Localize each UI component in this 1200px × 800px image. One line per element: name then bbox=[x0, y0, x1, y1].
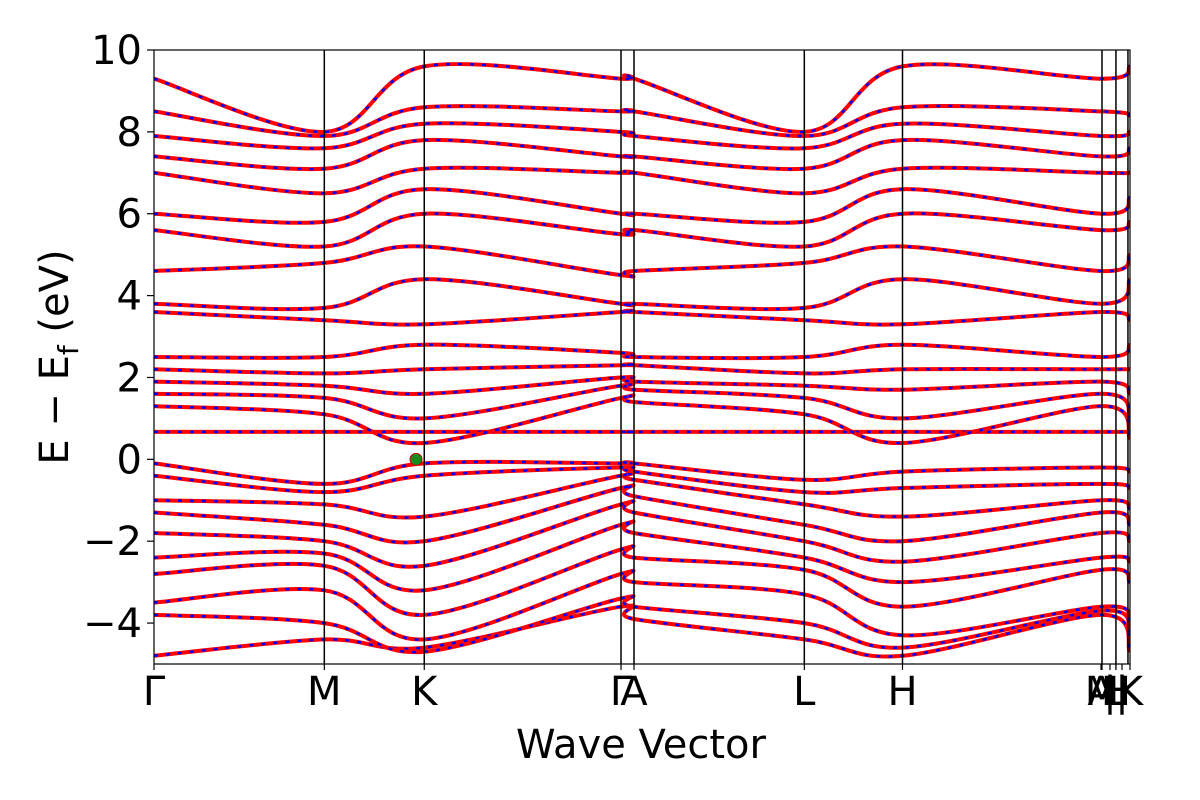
band-line-blue-dashed bbox=[154, 309, 1130, 326]
band-line-blue-dashed bbox=[154, 245, 1130, 278]
band-line-blue-dashed bbox=[154, 394, 1130, 445]
band-7 bbox=[154, 471, 1130, 520]
band-21 bbox=[154, 165, 1130, 196]
y-tick-label: −2 bbox=[83, 519, 142, 565]
x-tick-label: H bbox=[1101, 669, 1131, 715]
x-tick-label: L bbox=[793, 669, 816, 715]
plot-frame bbox=[153, 49, 1131, 665]
band-3 bbox=[154, 544, 1130, 617]
band-15 bbox=[154, 342, 1130, 361]
x-axis-label: Wave Vector bbox=[516, 722, 767, 768]
x-tick-label: A bbox=[620, 669, 648, 715]
band-20 bbox=[154, 187, 1130, 225]
band-line-blue-dashed bbox=[154, 138, 1130, 171]
band-9 bbox=[154, 459, 1130, 486]
band-16 bbox=[154, 308, 1130, 327]
x-tick-label: K bbox=[411, 669, 439, 715]
x-tick-label: L bbox=[1105, 669, 1128, 715]
band-line-blue-dashed bbox=[154, 62, 1130, 134]
band-line-blue-dashed bbox=[154, 520, 1130, 592]
y-axis-ticks: −4 −2 0 2 4 6 8 10 bbox=[83, 28, 154, 647]
band-line-blue-dashed bbox=[154, 166, 1130, 195]
x-tick-label: H bbox=[887, 669, 917, 715]
band-14 bbox=[154, 362, 1130, 376]
x-axis-ticks: Γ M K ΓA L H AM|L|HK bbox=[143, 664, 1145, 715]
x-tick-label: Γ bbox=[143, 669, 166, 715]
band-line-red bbox=[154, 544, 1130, 617]
y-tick-label: 6 bbox=[117, 192, 142, 238]
y-tick-label: 4 bbox=[117, 274, 142, 320]
y-tick-label: 0 bbox=[117, 437, 142, 483]
x-tick-label: | bbox=[1103, 669, 1116, 715]
y-tick-label: 10 bbox=[91, 28, 142, 74]
band-25 bbox=[154, 62, 1130, 134]
x-tick-label: M bbox=[1085, 669, 1120, 715]
band-23 bbox=[154, 121, 1130, 151]
band-6 bbox=[154, 483, 1130, 545]
x-tick-label: M bbox=[307, 669, 342, 715]
x-tick-label: Γ bbox=[610, 669, 633, 715]
band-2 bbox=[154, 568, 1130, 642]
band-24 bbox=[154, 104, 1130, 139]
bands-layer bbox=[154, 62, 1130, 659]
band-1 bbox=[154, 594, 1130, 655]
y-tick-label: −4 bbox=[83, 601, 142, 647]
band-5 bbox=[154, 499, 1130, 569]
band-line-blue-dashed bbox=[154, 187, 1130, 225]
band-19 bbox=[154, 211, 1130, 249]
kpoint-lines bbox=[323, 50, 1129, 664]
band-line-blue-dashed bbox=[154, 483, 1130, 544]
x-tick-label: K bbox=[1117, 669, 1145, 715]
band-22 bbox=[154, 137, 1130, 172]
band-line-blue-dashed bbox=[154, 604, 1130, 658]
band-line-blue-dashed bbox=[154, 212, 1130, 249]
fermi-marker bbox=[409, 452, 423, 466]
x-tick-label: | bbox=[1115, 669, 1128, 715]
band-18 bbox=[154, 244, 1130, 279]
band-line-blue-dashed bbox=[154, 343, 1130, 360]
y-axis-label: E − Ef (eV) bbox=[32, 249, 85, 464]
y-tick-label: 2 bbox=[117, 355, 142, 401]
band-4 bbox=[154, 519, 1130, 593]
band-8 bbox=[154, 465, 1130, 495]
band-line-blue-dashed bbox=[154, 499, 1130, 568]
band-line-blue-dashed bbox=[154, 471, 1130, 519]
y-tick-label: 8 bbox=[117, 110, 142, 156]
band-line-blue-dashed bbox=[154, 104, 1130, 138]
x-tick-label: A bbox=[1087, 669, 1115, 715]
band-line-blue-dashed bbox=[154, 460, 1130, 486]
band-line-blue-dashed bbox=[154, 466, 1130, 495]
band-line-blue-dashed bbox=[154, 594, 1130, 654]
band-line-blue-dashed bbox=[154, 363, 1130, 375]
band-line-blue-dashed bbox=[154, 375, 1130, 396]
band-line-red bbox=[154, 568, 1130, 642]
band-line-blue-dashed bbox=[154, 121, 1130, 150]
band-13 bbox=[154, 374, 1130, 396]
marker-layer bbox=[409, 452, 423, 466]
